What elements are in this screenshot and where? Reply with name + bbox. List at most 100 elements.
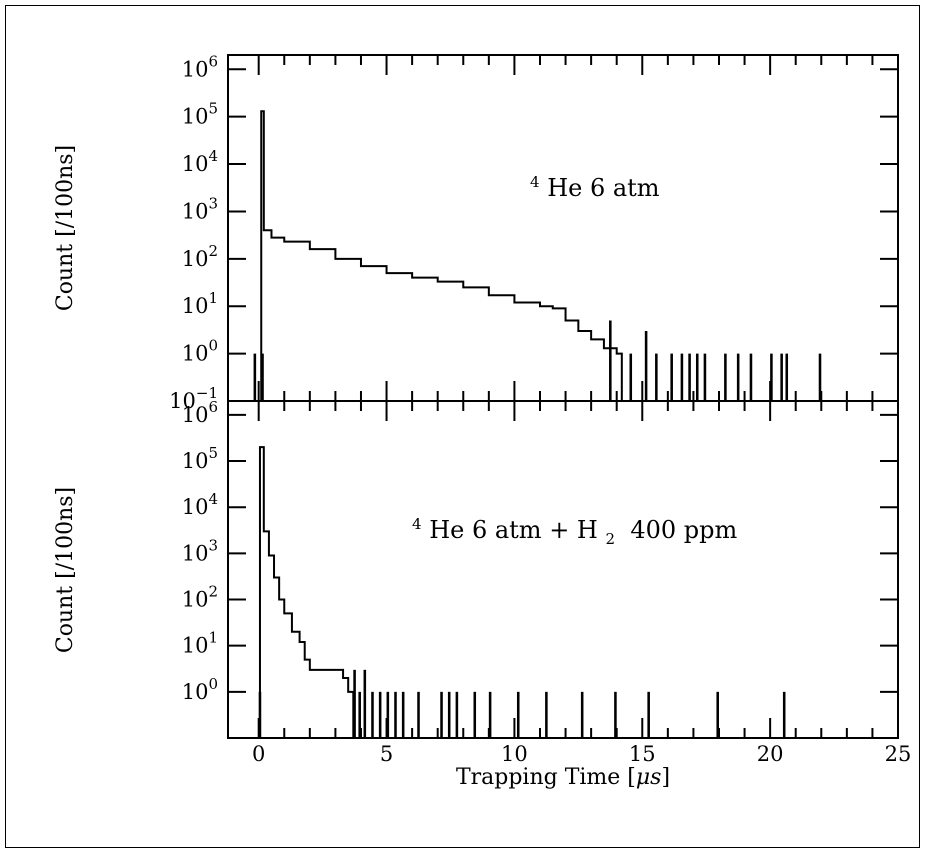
- y-tick-label-exp: 0: [208, 337, 218, 355]
- histogram-spike: [647, 691, 650, 738]
- histogram-spike: [749, 353, 753, 401]
- x-tick-label: 5: [380, 742, 393, 766]
- annotation-bottom-sup: 4: [412, 515, 422, 533]
- annotation-top-sup: 4: [530, 173, 540, 191]
- y-tick-label: 102: [182, 583, 218, 612]
- y-tick-label-base: 10: [182, 199, 209, 223]
- histogram-spike: [680, 353, 684, 401]
- y-tick-label: 103: [182, 194, 218, 223]
- x-tick-label: 0: [252, 742, 265, 766]
- y-tick-label-exp: 1: [208, 629, 218, 647]
- annotation-bottom-sub: 2: [606, 530, 616, 548]
- x-tick-label: 15: [629, 742, 656, 766]
- y-tick-label-exp: 4: [208, 490, 218, 508]
- y-tick-label: 100: [182, 675, 218, 704]
- y-tick-label-base: 10: [182, 495, 209, 519]
- x-tick-label: 25: [885, 742, 912, 766]
- plot-area-bottom: [227, 400, 899, 739]
- histogram-spikes-bottom: [258, 669, 786, 738]
- histogram-curve-top: [260, 110, 623, 401]
- y-tick-label-exp: 6: [208, 52, 218, 70]
- annotation-bottom: 4 He 6 atm + H 2 400 ppm: [412, 507, 737, 550]
- annotation-bottom-text: He 6 atm + H: [429, 516, 598, 544]
- histogram-spike: [655, 353, 658, 401]
- y-axis-label-top: Count [/100ns]: [53, 145, 78, 311]
- y-tick-label: 105: [182, 444, 218, 473]
- figure-frame: [5, 5, 920, 848]
- histogram-spike: [703, 353, 707, 401]
- y-tick-label-exp: 3: [208, 536, 218, 554]
- histogram-spike: [516, 691, 520, 738]
- y-tick-label-exp: 5: [208, 444, 218, 462]
- histogram-spike: [440, 691, 443, 738]
- histogram-spike: [580, 691, 584, 738]
- y-tick-label-exp: 6: [208, 398, 218, 416]
- histogram-spike: [455, 691, 459, 738]
- y-tick-label-exp: 1: [208, 289, 218, 307]
- histogram-spike: [818, 353, 822, 401]
- histogram-spike: [614, 691, 617, 738]
- x-axis-label: Trapping Time [μs]: [456, 765, 670, 790]
- y-ticks-bottom: [228, 413, 898, 739]
- annotation-top: 4 He 6 atm: [530, 165, 660, 202]
- histogram-spike: [770, 353, 773, 401]
- y-tick-label: 10−1: [169, 384, 218, 413]
- histogram-spike: [670, 353, 673, 401]
- histogram-spike: [736, 353, 740, 401]
- y-tick-label: 106: [182, 398, 218, 427]
- histogram-spike: [688, 353, 691, 401]
- histogram-spike: [253, 353, 257, 401]
- y-tick-label-base: 10: [182, 541, 209, 565]
- y-tick-label: 102: [182, 242, 218, 271]
- y-tick-label: 104: [182, 147, 218, 176]
- histogram-spike: [695, 353, 699, 401]
- x-tick-labels: 0 5 10 15 20 25: [252, 742, 911, 766]
- histogram-spike: [716, 691, 719, 738]
- x-axis-label-main: Trapping Time [: [456, 765, 636, 790]
- histogram-spike: [371, 691, 374, 738]
- histogram-spike: [394, 691, 397, 738]
- y-tick-label: 100: [182, 337, 218, 366]
- histogram-spike: [780, 353, 783, 401]
- histogram-spike: [724, 353, 727, 401]
- y-ticks-top: [228, 68, 898, 402]
- histogram-spikes-top: [253, 320, 822, 401]
- histogram-spike: [609, 320, 612, 401]
- histogram-spike: [353, 669, 356, 738]
- histogram-spike: [378, 691, 382, 738]
- annotation-top-text: He 6 atm: [547, 174, 660, 202]
- y-tick-label-exp: −1: [196, 384, 218, 402]
- x-axis-label-unit: μs: [636, 765, 662, 790]
- histogram-spike: [473, 691, 477, 738]
- histogram-spike: [629, 353, 633, 401]
- histogram-spike: [447, 691, 451, 738]
- x-ticks-top: [257, 55, 899, 401]
- x-tick-label: 20: [757, 742, 784, 766]
- histogram-curve-bottom: [258, 446, 355, 738]
- histogram-spike: [261, 353, 264, 401]
- y-tick-label-exp: 2: [208, 583, 218, 601]
- x-ticks-bottom: [257, 401, 899, 738]
- y-tick-label-exp: 5: [208, 100, 218, 118]
- y-tick-label-base: 10: [182, 449, 209, 473]
- histogram-spike: [545, 691, 548, 738]
- histogram-spike: [386, 691, 390, 738]
- y-tick-label-exp: 3: [208, 194, 218, 212]
- y-tick-label-base: 10: [182, 634, 209, 658]
- y-tick-label-base: 10: [182, 57, 209, 81]
- histogram-spike: [785, 353, 789, 401]
- y-tick-label-base: 10: [182, 152, 209, 176]
- histogram-spike: [782, 691, 786, 738]
- histogram-spike: [358, 691, 361, 738]
- y-tick-label-base: 10: [182, 588, 209, 612]
- y-tick-label: 103: [182, 536, 218, 565]
- y-tick-label: 104: [182, 490, 218, 519]
- histogram-spike: [401, 691, 405, 738]
- y-tick-label-base: 10: [182, 680, 209, 704]
- y-tick-label-base: 10: [182, 105, 209, 129]
